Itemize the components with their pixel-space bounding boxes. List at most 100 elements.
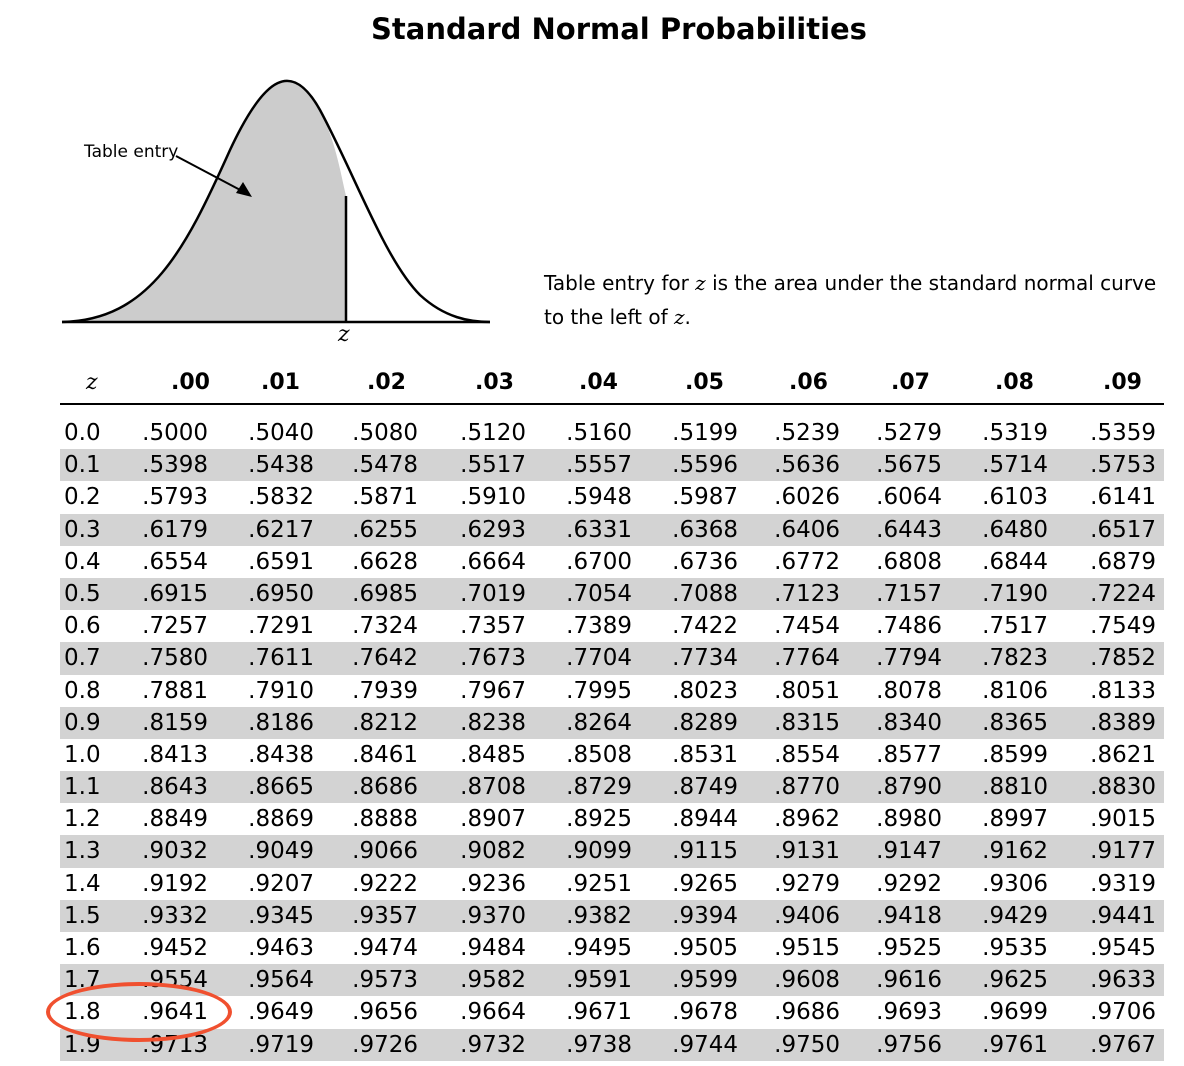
probability-cell: .9099: [566, 838, 632, 865]
probability-cell: .8849: [142, 806, 208, 833]
page-title: Standard Normal Probabilities: [371, 12, 867, 46]
probability-cell: .7611: [248, 645, 314, 672]
probability-cell: .8133: [1090, 677, 1156, 704]
probability-cell: .9726: [352, 1031, 418, 1058]
probability-cell: .5359: [1090, 420, 1156, 446]
table-row: 1.0 .8413 .8438 .8461 .8485 .8508 .8531 .8554 .8…: [60, 739, 1164, 771]
probability-cell: .5596: [672, 452, 738, 479]
probability-cell: .6517: [1090, 516, 1156, 543]
probability-cell: .9292: [876, 870, 942, 897]
probability-cell: .7967: [460, 677, 526, 704]
probability-cell: .6217: [248, 516, 314, 543]
probability-cell: .7734: [672, 645, 738, 672]
column-header: .04: [579, 370, 618, 395]
probability-cell: .7881: [142, 677, 208, 704]
probability-cell: .8599: [982, 741, 1048, 768]
probability-cell: .8023: [672, 677, 738, 704]
probability-cell: .7257: [142, 613, 208, 640]
probability-cell: .9222: [352, 870, 418, 897]
table-row: 0.9 .8159 .8186 .8212 .8238 .8264 .8289 .8315 .8…: [60, 706, 1164, 739]
z-value-cell: 0.2: [64, 484, 101, 511]
desc-z2: z: [674, 305, 685, 329]
probability-cell: .9429: [982, 902, 1048, 929]
probability-cell: .5040: [248, 420, 314, 446]
probability-cell: .8485: [460, 741, 526, 768]
probability-cell: .9664: [460, 999, 526, 1026]
probability-cell: .9738: [566, 1031, 632, 1058]
probability-cell: .5438: [248, 452, 314, 479]
probability-cell: .8830: [1090, 774, 1156, 801]
probability-cell: .6554: [142, 548, 208, 575]
desc-z: z: [695, 271, 706, 295]
z-column-header: z: [86, 370, 98, 395]
probability-cell: .8869: [248, 806, 314, 833]
column-header: .06: [789, 370, 828, 395]
probability-cell: .9082: [460, 838, 526, 865]
z-value-cell: 0.3: [64, 516, 101, 543]
probability-cell: .8554: [774, 741, 840, 768]
z-value-cell: 1.0: [64, 741, 101, 768]
probability-cell: .7389: [566, 613, 632, 640]
probability-cell: .7486: [876, 613, 942, 640]
probability-cell: .9706: [1090, 999, 1156, 1026]
probability-cell: .8790: [876, 774, 942, 801]
probability-cell: .9608: [774, 967, 840, 994]
z-value-cell: 0.7: [64, 645, 101, 672]
z-value-cell: 0.8: [64, 677, 101, 704]
probability-cell: .7123: [774, 580, 840, 607]
probability-cell: .5714: [982, 452, 1048, 479]
probability-cell: .6179: [142, 516, 208, 543]
probability-cell: .9147: [876, 838, 942, 865]
probability-cell: .9656: [352, 999, 418, 1026]
column-header: .08: [995, 370, 1034, 395]
probability-cell: .9162: [982, 838, 1048, 865]
desc-part1: Table entry for: [544, 271, 696, 295]
table-row: 1.3 .9032 .9049 .9066 .9082 .9099 .9115 .9131 .9…: [60, 835, 1164, 868]
probability-cell: .9545: [1090, 935, 1156, 961]
probability-cell: .7517: [982, 613, 1048, 640]
probability-cell: .7995: [566, 677, 632, 704]
probability-cell: .9441: [1090, 902, 1156, 929]
z-value-cell: 1.2: [64, 806, 101, 833]
probability-cell: .6443: [876, 516, 942, 543]
probability-cell: .7580: [142, 645, 208, 672]
probability-cell: .5239: [774, 420, 840, 446]
probability-cell: .6255: [352, 516, 418, 543]
probability-cell: .6103: [982, 484, 1048, 511]
probability-cell: .9699: [982, 999, 1048, 1026]
column-header: .01: [261, 370, 300, 395]
probability-cell: .6736: [672, 548, 738, 575]
probability-cell: .9633: [1090, 967, 1156, 994]
probability-cell: .9591: [566, 967, 632, 994]
probability-cell: .9066: [352, 838, 418, 865]
z-value-cell: 0.6: [64, 613, 101, 640]
table-row: 0.3 .6179 .6217 .6255 .6293 .6331 .6368 .6406 .6…: [60, 513, 1164, 546]
table-row: 1.5 .9332 .9345 .9357 .9370 .9382 .9394 .9406 .9…: [60, 899, 1164, 932]
probability-cell: .9015: [1090, 806, 1156, 833]
table-entry-label: Table entry: [84, 142, 179, 162]
probability-cell: .9767: [1090, 1031, 1156, 1058]
probability-cell: .9756: [876, 1031, 942, 1058]
probability-cell: .7088: [672, 580, 738, 607]
probability-cell: .6480: [982, 516, 1048, 543]
probability-cell: .5753: [1090, 452, 1156, 479]
probability-cell: .7291: [248, 613, 314, 640]
probability-cell: .7019: [460, 580, 526, 607]
probability-cell: .9582: [460, 967, 526, 994]
probability-cell: .9236: [460, 870, 526, 897]
probability-cell: .7324: [352, 613, 418, 640]
probability-cell: .9332: [142, 902, 208, 929]
probability-cell: .8264: [566, 709, 632, 736]
table-row: 0.2 .5793 .5832 .5871 .5910 .5948 .5987 .6026 .6…: [60, 481, 1164, 513]
probability-cell: .8289: [672, 709, 738, 736]
probability-cell: .9357: [352, 902, 418, 929]
desc-part2: is the area under the standard normal cu…: [544, 271, 1157, 329]
probability-cell: .7642: [352, 645, 418, 672]
column-header: .00: [171, 370, 210, 395]
probability-cell: .6406: [774, 516, 840, 543]
probability-cell: .5636: [774, 452, 840, 479]
probability-cell: .8531: [672, 741, 738, 768]
probability-cell: .9573: [352, 967, 418, 994]
probability-cell: .5793: [142, 484, 208, 511]
probability-cell: .9515: [774, 935, 840, 961]
